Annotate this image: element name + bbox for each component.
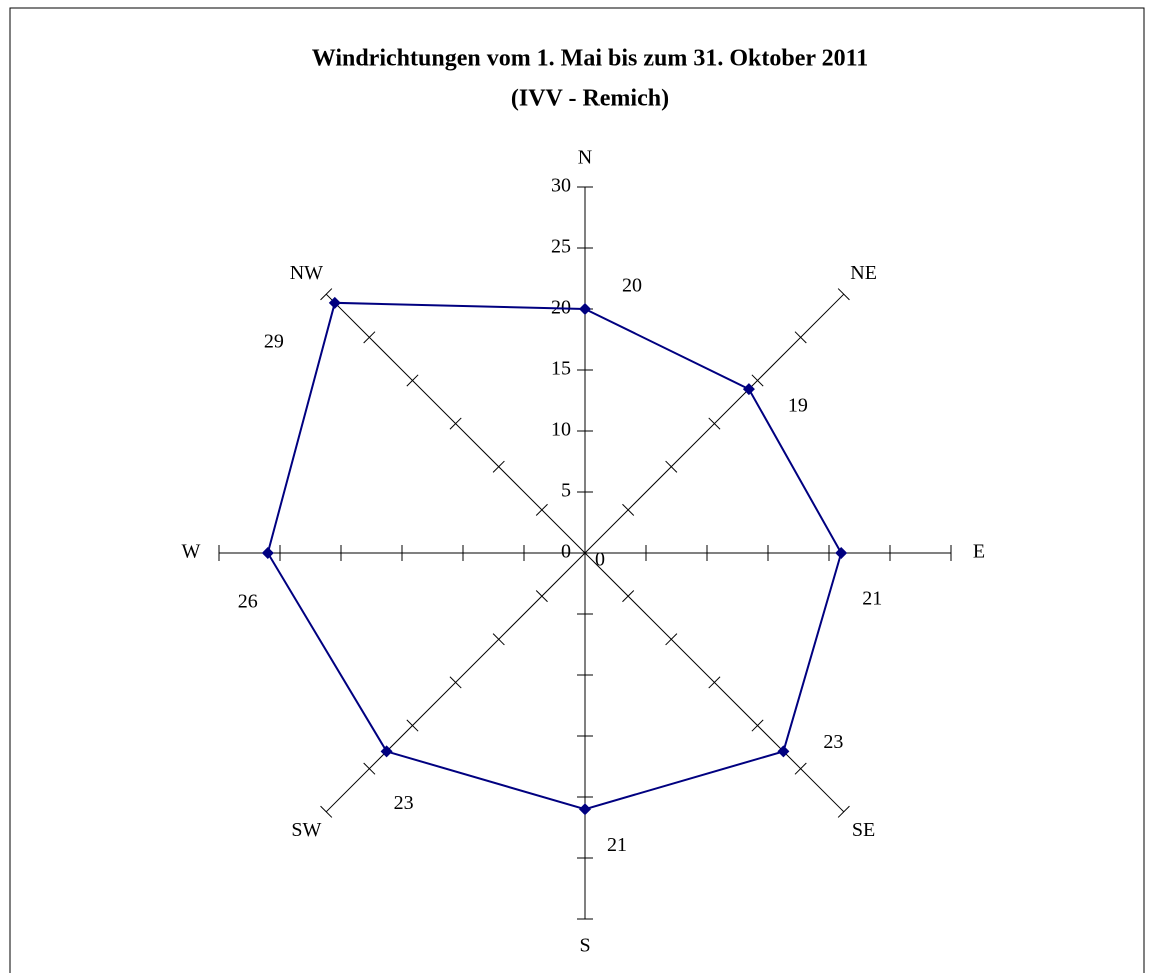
data-label: 23 bbox=[394, 792, 414, 814]
axis-tick bbox=[665, 633, 678, 646]
data-point bbox=[261, 547, 274, 559]
axis-tick bbox=[449, 417, 462, 430]
axis-tick bbox=[492, 460, 505, 473]
axis-tick-label: 5 bbox=[561, 480, 571, 502]
category-label: E bbox=[973, 541, 985, 563]
data-point bbox=[328, 296, 341, 309]
axis-tick bbox=[406, 374, 419, 387]
category-label: N bbox=[578, 147, 592, 169]
axis-tick bbox=[622, 503, 635, 516]
axis-tick-label: 0 bbox=[595, 549, 605, 571]
axis-tick bbox=[708, 417, 721, 430]
data-label: 26 bbox=[238, 591, 258, 613]
category-label: W bbox=[182, 541, 201, 563]
axis-tick bbox=[794, 762, 807, 775]
data-point bbox=[579, 303, 591, 315]
axis-tick bbox=[320, 805, 333, 818]
data-point bbox=[835, 547, 848, 559]
chart-frame bbox=[9, 7, 1145, 978]
data-label: 29 bbox=[264, 330, 284, 352]
axis-tick bbox=[535, 503, 548, 516]
data-label: 23 bbox=[823, 731, 843, 753]
axis-tick-label: 25 bbox=[551, 236, 571, 258]
axis-tick bbox=[492, 633, 505, 646]
axis-tick bbox=[363, 762, 376, 775]
chart-title: Windrichtungen vom 1. Mai bis zum 31. Ok… bbox=[312, 46, 869, 72]
axis-tick-label: 10 bbox=[551, 419, 571, 441]
axis-tick-label: 30 bbox=[551, 175, 571, 197]
axis-tick bbox=[449, 676, 462, 689]
category-label: SE bbox=[852, 819, 875, 841]
chart-subtitle: (IVV - Remich) bbox=[511, 86, 669, 112]
axis-tick bbox=[751, 374, 764, 387]
category-label: NW bbox=[290, 262, 323, 284]
axis-tick bbox=[622, 590, 635, 603]
axis-tick bbox=[363, 331, 376, 344]
data-label: 21 bbox=[862, 588, 882, 610]
axis-tick bbox=[837, 288, 850, 301]
axis-tick bbox=[794, 331, 807, 344]
axis-tick bbox=[837, 805, 850, 818]
axis-tick bbox=[320, 288, 333, 301]
axis-tick bbox=[751, 719, 764, 732]
data-point bbox=[742, 383, 755, 396]
category-label: SW bbox=[291, 819, 321, 841]
category-label: S bbox=[579, 935, 590, 957]
data-point bbox=[777, 745, 790, 758]
data-label: 20 bbox=[622, 275, 642, 297]
data-point bbox=[380, 745, 393, 758]
axis-tick-label: 15 bbox=[551, 358, 571, 380]
data-label: 21 bbox=[607, 834, 627, 856]
axis-tick bbox=[708, 676, 721, 689]
data-label: 19 bbox=[788, 395, 808, 417]
axis-tick bbox=[665, 460, 678, 473]
category-label: NE bbox=[850, 262, 877, 284]
axis-tick bbox=[406, 719, 419, 732]
axis-tick-label: 0 bbox=[561, 541, 571, 563]
axis-tick bbox=[535, 590, 548, 603]
data-point bbox=[579, 803, 591, 816]
